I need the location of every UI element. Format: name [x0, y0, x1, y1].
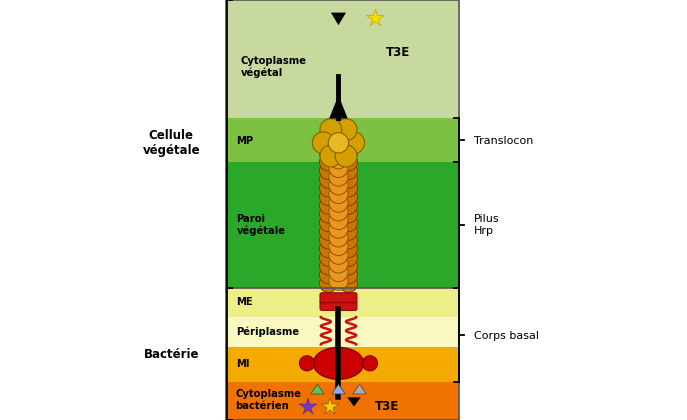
Text: Périplasme: Périplasme [236, 327, 300, 337]
Circle shape [339, 240, 357, 258]
Text: Cytoplasme
bactérien: Cytoplasme bactérien [235, 389, 301, 411]
Circle shape [339, 249, 357, 266]
Circle shape [319, 240, 337, 258]
Bar [226, 118, 459, 162]
Text: Bactérie: Bactérie [144, 349, 199, 361]
Bar [226, 0, 459, 420]
Circle shape [339, 171, 357, 188]
Circle shape [335, 119, 357, 141]
Bar [226, 346, 459, 382]
Circle shape [319, 249, 337, 266]
Circle shape [329, 236, 348, 256]
Text: Translocon: Translocon [474, 136, 533, 146]
Circle shape [363, 356, 378, 371]
Circle shape [329, 176, 348, 195]
Circle shape [339, 153, 357, 171]
Text: Pilus
Hrp: Pilus Hrp [474, 214, 499, 236]
Circle shape [329, 193, 348, 212]
Circle shape [339, 162, 357, 180]
Text: Paroi
végétale: Paroi végétale [236, 214, 285, 236]
Text: MP: MP [236, 136, 254, 146]
Circle shape [329, 202, 348, 221]
Circle shape [319, 162, 337, 180]
Circle shape [320, 145, 341, 167]
Text: Corps basal: Corps basal [474, 331, 539, 341]
Polygon shape [332, 384, 345, 394]
Circle shape [339, 144, 357, 162]
Circle shape [339, 257, 357, 275]
Circle shape [339, 266, 357, 284]
Circle shape [329, 141, 348, 160]
Circle shape [319, 205, 337, 223]
Circle shape [319, 257, 337, 275]
Bar [226, 162, 459, 288]
Bar [226, 317, 459, 346]
Circle shape [313, 132, 334, 154]
Circle shape [329, 210, 348, 230]
Circle shape [339, 275, 357, 292]
Circle shape [343, 132, 365, 154]
Circle shape [339, 197, 357, 214]
Circle shape [339, 231, 357, 249]
Circle shape [329, 271, 348, 290]
Circle shape [319, 188, 337, 206]
Circle shape [335, 145, 357, 167]
Circle shape [329, 184, 348, 204]
Circle shape [339, 223, 357, 240]
FancyBboxPatch shape [320, 293, 357, 303]
Bar [226, 0, 459, 118]
Polygon shape [311, 384, 324, 394]
Circle shape [339, 205, 357, 223]
Circle shape [319, 153, 337, 171]
Circle shape [319, 231, 337, 249]
Circle shape [329, 167, 348, 186]
Bar [226, 382, 459, 420]
Circle shape [339, 214, 357, 232]
Polygon shape [348, 397, 361, 407]
Circle shape [329, 245, 348, 264]
Circle shape [319, 171, 337, 188]
Circle shape [319, 144, 337, 162]
Circle shape [339, 179, 357, 197]
Circle shape [320, 119, 341, 141]
Circle shape [319, 214, 337, 232]
Text: Cellule
végétale: Cellule végétale [142, 129, 200, 157]
Bar [226, 288, 459, 317]
Circle shape [329, 228, 348, 247]
Circle shape [319, 179, 337, 197]
Ellipse shape [313, 347, 363, 379]
Text: ME: ME [236, 297, 253, 307]
Circle shape [319, 266, 337, 284]
Circle shape [329, 150, 348, 169]
Text: T3E: T3E [385, 46, 409, 59]
Circle shape [329, 158, 348, 178]
Polygon shape [329, 95, 348, 118]
Circle shape [319, 197, 337, 214]
Circle shape [319, 275, 337, 292]
Text: MI: MI [236, 359, 250, 369]
Circle shape [329, 219, 348, 238]
Polygon shape [352, 384, 366, 394]
Circle shape [329, 262, 348, 282]
Circle shape [339, 188, 357, 206]
Circle shape [319, 223, 337, 240]
Polygon shape [331, 13, 346, 25]
Circle shape [328, 133, 348, 153]
Circle shape [300, 356, 315, 371]
Text: Cytoplasme
végétal: Cytoplasme végétal [240, 56, 306, 78]
Text: T3E: T3E [375, 400, 399, 413]
FancyBboxPatch shape [320, 300, 357, 310]
Circle shape [329, 254, 348, 273]
